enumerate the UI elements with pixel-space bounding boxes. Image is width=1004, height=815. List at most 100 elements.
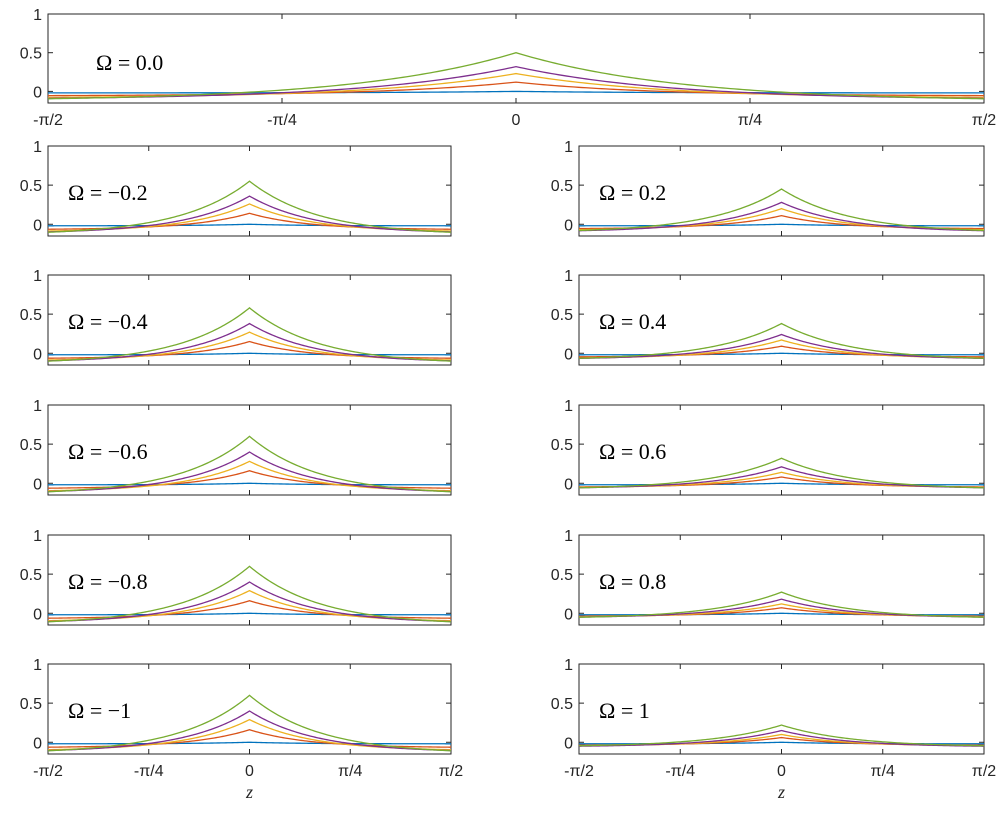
series-line-1 [579, 352, 984, 356]
series-line-5 [579, 591, 984, 618]
series-line-3 [48, 331, 451, 361]
series-line-3 [48, 203, 451, 232]
series-group [579, 457, 984, 489]
x-tick-label: -π/4 [134, 763, 164, 780]
x-axis-title: z [777, 782, 785, 802]
y-tick-label: 0 [564, 476, 573, 493]
series-line-3 [48, 460, 451, 492]
series-group [48, 307, 451, 362]
y-tick-label: 0.5 [551, 437, 573, 454]
y-tick-label: 1 [564, 528, 573, 545]
y-tick-label: 0 [564, 346, 573, 363]
y-tick-label: 0 [564, 735, 573, 752]
y-tick-label: 0 [33, 84, 42, 101]
panel-2: 1 0.5 0 Ω = −0.2 [20, 139, 452, 237]
axes-frame [47, 13, 985, 104]
y-tick-label: 0 [33, 217, 42, 234]
y-tick-label: 1 [33, 139, 42, 156]
series-line-2 [48, 470, 451, 489]
y-tick-label: 0.5 [20, 437, 42, 454]
x-tick-label: π/4 [871, 763, 895, 780]
series-line-4 [579, 729, 984, 747]
panel-label: Ω = 0.2 [599, 180, 666, 205]
series-group [579, 188, 984, 232]
series-line-4 [579, 466, 984, 489]
series-line-2 [48, 212, 451, 230]
series-line-1 [48, 612, 451, 616]
series-group [579, 724, 984, 747]
y-tick-label: 0 [564, 217, 573, 234]
x-tick-label: -π/4 [267, 112, 297, 129]
panel-label: Ω = 1 [599, 698, 650, 723]
series-line-1 [579, 482, 984, 486]
x-axis-title: z [245, 782, 253, 802]
y-tick-label: 0.5 [551, 567, 573, 584]
series-line-1 [579, 223, 984, 227]
series-line-5 [48, 435, 451, 493]
panel-label: Ω = 0.8 [599, 569, 666, 594]
series-line-1 [48, 741, 451, 745]
series-line-1 [48, 352, 451, 356]
y-tick-label: 1 [33, 268, 42, 285]
x-tick-label: π/2 [439, 763, 463, 780]
panel-label: Ω = −0.2 [68, 180, 148, 205]
y-tick-label: 0 [33, 346, 42, 363]
x-tick-label: -π/4 [665, 763, 695, 780]
panel-label: Ω = −0.8 [68, 569, 148, 594]
series-group [48, 435, 451, 493]
series-line-2 [48, 340, 451, 359]
y-tick-label: 1 [564, 398, 573, 415]
y-tick-label: 1 [564, 139, 573, 156]
x-tick-label: -π/2 [564, 763, 594, 780]
series-line-5 [48, 180, 451, 233]
panel-label: Ω = 0.4 [599, 309, 666, 334]
y-tick-label: 0.5 [551, 696, 573, 713]
y-tick-label: 0 [33, 735, 42, 752]
x-tick-label: -π/2 [33, 763, 63, 780]
series-line-4 [48, 195, 451, 233]
y-tick-label: 0.5 [551, 178, 573, 195]
series-group [48, 180, 451, 233]
panel-10: 1 0.5 0 -π/2 -π/4 0 π/4 π/2 z Ω = −1 [20, 657, 464, 802]
panel-1: 1 0.5 0 -π/2 -π/4 0 π/4 π/2 Ω = 0.0 [20, 7, 997, 129]
x-tick-label: 0 [777, 763, 786, 780]
panel-7: 1 0.5 0 Ω = 0.6 [551, 398, 985, 496]
x-tick-label: -π/2 [33, 112, 63, 129]
panel-9: 1 0.5 0 Ω = 0.8 [551, 528, 985, 626]
series-group [48, 52, 984, 100]
x-tick-label: π/2 [972, 763, 996, 780]
series-line-1 [48, 90, 984, 94]
panel-4: 1 0.5 0 Ω = −0.4 [20, 268, 452, 366]
x-tick-label: π/4 [338, 763, 362, 780]
y-tick-label: 0.5 [20, 307, 42, 324]
y-tick-label: 0.5 [20, 696, 42, 713]
panel-3: 1 0.5 0 Ω = 0.2 [551, 139, 985, 237]
series-line-5 [579, 724, 984, 747]
panel-label: Ω = −0.4 [68, 309, 148, 334]
y-tick-label: 0.5 [20, 178, 42, 195]
y-tick-label: 1 [564, 657, 573, 674]
y-tick-label: 0.5 [20, 567, 42, 584]
series-group [48, 694, 451, 752]
series-line-4 [579, 201, 984, 232]
series-line-5 [48, 694, 451, 752]
y-tick-label: 1 [33, 657, 42, 674]
y-tick-label: 0 [33, 606, 42, 623]
series-line-4 [48, 581, 451, 623]
series-line-1 [48, 482, 451, 486]
series-line-4 [48, 451, 451, 493]
x-tick-label: 0 [512, 112, 521, 129]
x-tick-label: 0 [245, 763, 254, 780]
series-line-5 [48, 565, 451, 623]
series-group [48, 565, 451, 623]
panel-5: 1 0.5 0 Ω = 0.4 [551, 268, 985, 366]
y-tick-label: 0 [564, 606, 573, 623]
series-line-2 [48, 600, 451, 619]
x-tick-label: π/2 [972, 112, 996, 129]
series-line-5 [48, 307, 451, 362]
panel-label: Ω = −1 [68, 698, 131, 723]
y-tick-label: 1 [33, 398, 42, 415]
panel-8: 1 0.5 0 Ω = −0.8 [20, 528, 452, 626]
panel-11: 1 0.5 0 -π/2 -π/4 0 π/4 π/2 z Ω = 1 [551, 657, 997, 802]
